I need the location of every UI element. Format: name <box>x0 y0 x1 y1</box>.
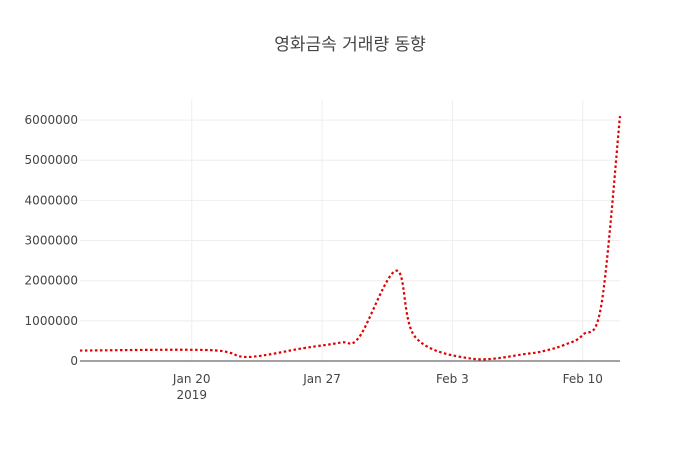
tick-labels: 0 1000000 2000000 3000000 4000000 5000000 6000… <box>25 113 603 402</box>
y-tick-label: 4000000 <box>25 193 78 207</box>
series-layer <box>79 115 622 361</box>
x-tick-sublabel: 2019 <box>176 388 207 402</box>
x-tick-label: Jan 20 <box>172 372 211 386</box>
y-tick-label: 3000000 <box>25 234 78 248</box>
y-tick-label: 0 <box>70 354 78 368</box>
y-tick-label: 6000000 <box>25 113 78 127</box>
y-tick-label: 2000000 <box>25 274 78 288</box>
chart-title: 영화금속 거래량 동향 <box>274 35 426 55</box>
y-tick-label: 1000000 <box>25 314 78 328</box>
x-tick-label: Feb 3 <box>436 372 469 386</box>
x-tick-label: Jan 27 <box>302 372 341 386</box>
y-tick-label: 5000000 <box>25 153 78 167</box>
series-line <box>79 115 622 361</box>
x-tick-label: Feb 10 <box>563 372 603 386</box>
gridlines <box>80 100 620 361</box>
